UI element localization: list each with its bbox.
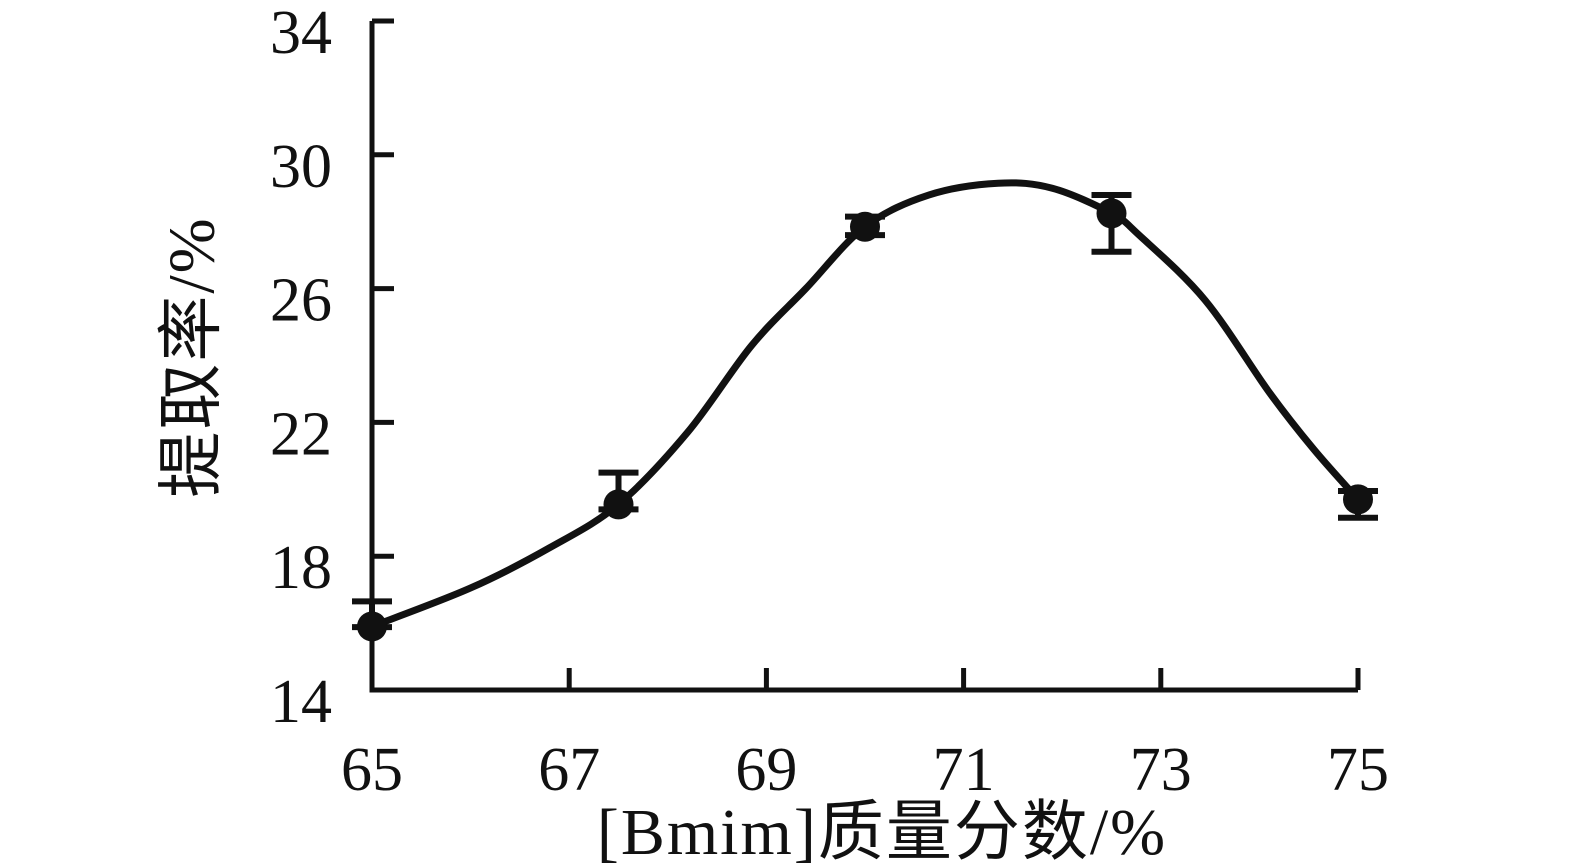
data-curve [368, 179, 1362, 630]
x-tick-label: 73 [1130, 736, 1192, 804]
data-point-marker [850, 211, 880, 242]
x-tick-label: 71 [933, 736, 995, 804]
y-tick-label: 34 [270, 0, 332, 67]
y-tick-label: 18 [270, 534, 332, 602]
data-point-marker [357, 611, 387, 642]
x-tick-label: 67 [538, 736, 600, 804]
data-point-marker [1343, 484, 1373, 515]
data-point-marker [1096, 198, 1127, 229]
y-tick-label: 30 [270, 133, 332, 201]
y-tick-label: 22 [270, 400, 332, 468]
x-tick-label: 75 [1327, 736, 1389, 804]
y-tick-label: 26 [270, 267, 332, 335]
x-axis-title: [Bmim]质量分数/% [596, 796, 1168, 868]
y-axis-title: 提取率/% [155, 216, 229, 498]
x-tick-label: 65 [341, 736, 403, 804]
data-point-marker [603, 489, 634, 520]
x-tick-label: 69 [735, 736, 797, 804]
y-tick-label: 14 [270, 668, 332, 736]
